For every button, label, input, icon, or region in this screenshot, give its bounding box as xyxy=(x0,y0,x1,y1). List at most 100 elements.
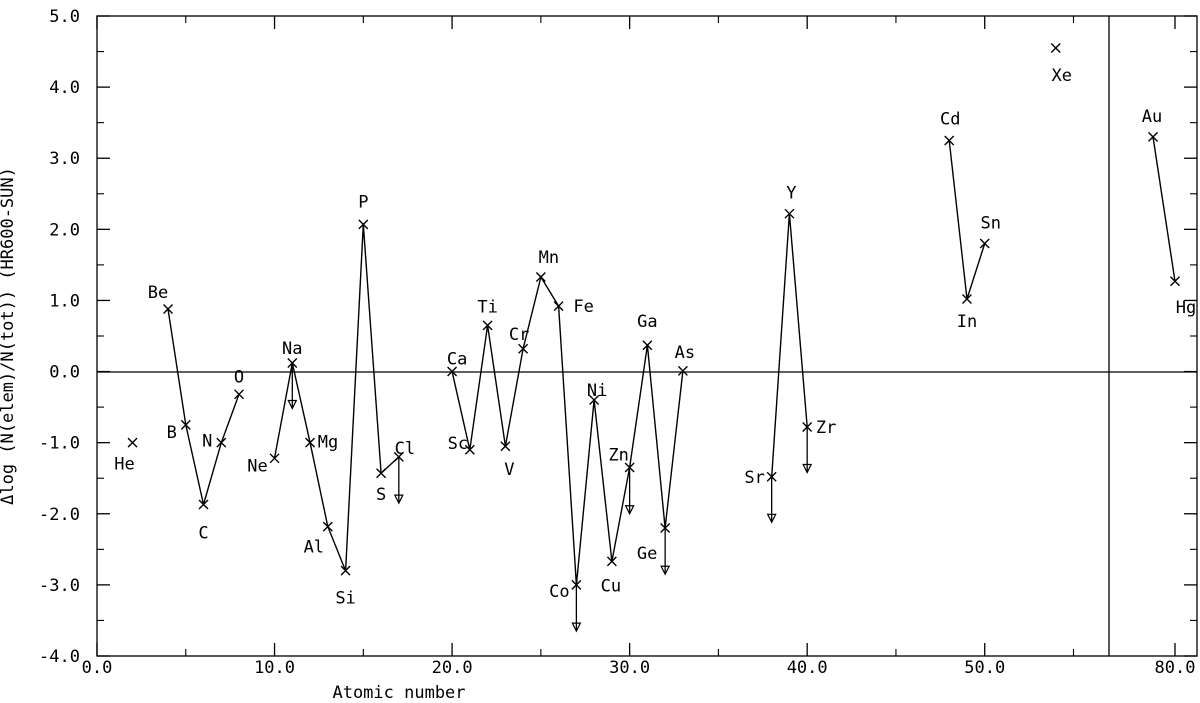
data-point-cu xyxy=(606,556,617,567)
series-line xyxy=(451,275,684,585)
element-label-as: As xyxy=(675,343,695,363)
data-point-in xyxy=(961,294,972,305)
element-label-sc: Sc xyxy=(448,434,468,454)
data-point-xe xyxy=(1050,43,1061,53)
data-point-ne xyxy=(269,453,280,464)
element-label-ca: Ca xyxy=(447,350,467,370)
data-point-zr xyxy=(802,422,813,433)
data-point-s xyxy=(376,468,387,479)
element-label-p: P xyxy=(358,192,368,212)
element-label-au: Au xyxy=(1142,107,1162,127)
data-point-cr xyxy=(518,343,529,354)
y-tick-label: 3.0 xyxy=(49,149,80,169)
data-point-sr xyxy=(766,471,777,482)
data-point-ca xyxy=(447,366,458,377)
element-label-v: V xyxy=(504,460,514,480)
data-point-sn xyxy=(979,238,990,249)
element-label-zr: Zr xyxy=(816,418,836,438)
upper-limit-arrowhead xyxy=(624,505,635,516)
element-label-be: Be xyxy=(148,283,168,303)
data-point-mn xyxy=(535,271,546,282)
element-label-y: Y xyxy=(786,184,796,204)
element-label-o: O xyxy=(234,367,244,387)
y-tick-label: 2.0 xyxy=(49,220,80,240)
y-tick-label: -2.0 xyxy=(39,505,80,525)
upper-limit-arrowhead xyxy=(393,494,404,505)
data-point-c xyxy=(198,499,209,510)
upper-limit-arrowhead xyxy=(660,565,671,576)
element-label-si: Si xyxy=(335,589,355,609)
element-label-cl: Cl xyxy=(395,439,415,459)
element-label-s: S xyxy=(376,485,386,505)
element-label-ga: Ga xyxy=(637,312,657,332)
data-point-cd xyxy=(944,135,955,146)
data-point-au xyxy=(1148,131,1158,142)
series-line xyxy=(167,308,240,505)
upper-limit-arrowhead xyxy=(766,513,777,524)
upper-limit-arrows xyxy=(287,363,813,633)
upper-limit-arrowhead xyxy=(571,622,582,633)
y-tick-label: -4.0 xyxy=(39,647,80,667)
connecting-lines xyxy=(167,136,1176,585)
x-tick-label: 20.0 xyxy=(432,658,473,678)
data-point-co xyxy=(571,579,582,590)
data-point-hg xyxy=(1170,276,1180,287)
element-label-zn: Zn xyxy=(608,446,628,466)
data-point-he xyxy=(127,437,138,448)
element-label-ti: Ti xyxy=(477,297,497,317)
x-tick-label: 30.0 xyxy=(609,658,650,678)
data-point-p xyxy=(358,219,369,230)
y-axis-title: Δlog (N(elem)/N(tot)) (HR600-SUN) xyxy=(0,167,18,505)
element-label-co: Co xyxy=(549,582,569,602)
element-label-c: C xyxy=(198,524,208,544)
element-label-sr: Sr xyxy=(744,468,764,488)
data-point-si xyxy=(340,565,351,576)
element-label-al: Al xyxy=(304,538,324,558)
x-tick-label: 10.0 xyxy=(254,658,295,678)
data-point-fe xyxy=(553,301,564,312)
element-label-fe: Fe xyxy=(573,297,593,317)
element-label-cu: Cu xyxy=(601,576,621,596)
data-point-as xyxy=(677,365,688,376)
series-line xyxy=(1152,136,1176,282)
data-point-ti xyxy=(482,320,493,331)
x-tick-label: 50.0 xyxy=(964,658,1005,678)
data-point-y xyxy=(784,208,795,219)
y-tick-label: 4.0 xyxy=(49,78,80,98)
x-axis-title: Atomic number xyxy=(332,683,465,703)
y-tick-label: -3.0 xyxy=(39,576,80,596)
x-tick-label: 40.0 xyxy=(787,658,828,678)
element-label-b: B xyxy=(167,423,177,443)
data-point-be xyxy=(163,303,174,314)
axis-ticks: -4.0 -3.0 -2.0 -1.0 0.0 1.0 2.0 3.0 4.0 5.0 0.0 10.… xyxy=(39,7,1197,678)
data-point-na xyxy=(287,358,298,369)
data-point-n xyxy=(216,437,227,448)
data-point-zn xyxy=(624,462,635,473)
element-label-mg: Mg xyxy=(318,433,338,453)
data-point-cl xyxy=(393,451,404,462)
element-label-xe: Xe xyxy=(1051,66,1071,86)
upper-limit-arrowhead xyxy=(287,399,298,410)
element-label-ne: Ne xyxy=(247,456,267,476)
data-point-b xyxy=(180,419,191,430)
element-label-mn: Mn xyxy=(539,248,559,268)
series-line xyxy=(948,140,986,300)
data-point-mg xyxy=(305,437,316,448)
element-labels: He Be B C N O Ne Na Mg Al Si P S Cl Ca Sc Ti V Cr Mn Fe Co Ni C… xyxy=(114,66,1196,609)
y-tick-label: -1.0 xyxy=(39,434,80,454)
data-point-al xyxy=(322,521,333,532)
y-tick-label: 1.0 xyxy=(49,291,80,311)
data-point-ga xyxy=(642,340,653,351)
series-line xyxy=(273,224,400,571)
data-point-o xyxy=(234,389,245,400)
data-markers xyxy=(127,43,1180,590)
x-tick-label: 0.0 xyxy=(82,658,113,678)
element-label-sn: Sn xyxy=(980,214,1000,234)
data-point-sc xyxy=(464,444,475,455)
series-line xyxy=(771,213,808,477)
element-label-ge: Ge xyxy=(637,544,657,564)
element-label-cd: Cd xyxy=(940,109,960,129)
data-point-ni xyxy=(589,395,600,405)
x-tick-label: 80.0 xyxy=(1155,658,1196,678)
